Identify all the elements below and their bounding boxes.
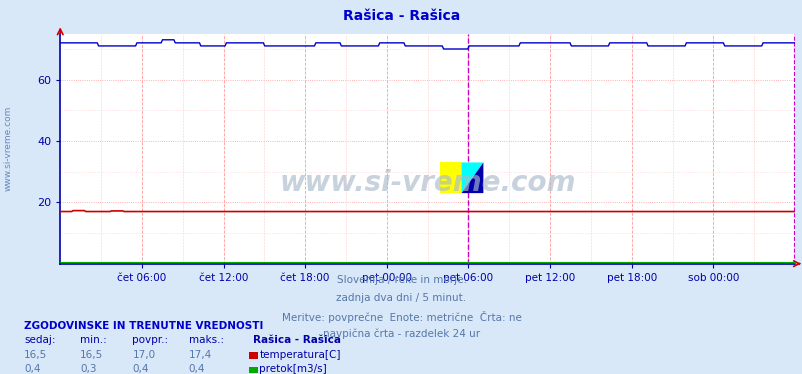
Text: pretok[m3/s]: pretok[m3/s] [259,364,326,374]
Text: navpična črta - razdelek 24 ur: navpična črta - razdelek 24 ur [322,329,480,339]
Text: 0,4: 0,4 [188,364,205,374]
Bar [439,162,461,193]
Polygon shape [461,162,483,193]
Text: www.si-vreme.com: www.si-vreme.com [3,106,13,191]
Text: povpr.:: povpr.: [132,335,168,345]
Text: www.si-vreme.com: www.si-vreme.com [279,169,575,197]
Polygon shape [461,162,483,193]
Text: 17,0: 17,0 [132,350,156,359]
Text: 16,5: 16,5 [24,350,47,359]
Text: ZGODOVINSKE IN TRENUTNE VREDNOSTI: ZGODOVINSKE IN TRENUTNE VREDNOSTI [24,321,263,331]
Text: Slovenija / reke in morje.: Slovenija / reke in morje. [336,275,466,285]
Text: 0,4: 0,4 [24,364,41,374]
Text: Meritve: povprečne  Enote: metrične  Črta: ne: Meritve: povprečne Enote: metrične Črta:… [282,311,520,323]
Text: Rašica - Rašica: Rašica - Rašica [342,9,460,23]
Text: temperatura[C]: temperatura[C] [259,350,340,359]
Text: 16,5: 16,5 [80,350,103,359]
Text: 17,4: 17,4 [188,350,212,359]
Text: Rašica - Rašica: Rašica - Rašica [253,335,341,345]
Text: zadnja dva dni / 5 minut.: zadnja dva dni / 5 minut. [336,293,466,303]
Text: min.:: min.: [80,335,107,345]
Text: sedaj:: sedaj: [24,335,55,345]
Text: 0,4: 0,4 [132,364,149,374]
Text: maks.:: maks.: [188,335,224,345]
Text: 0,3: 0,3 [80,364,97,374]
